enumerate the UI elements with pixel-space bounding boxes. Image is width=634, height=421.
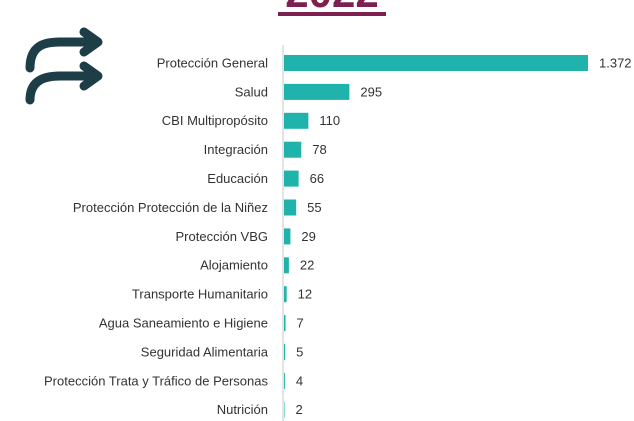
value-label: 29 xyxy=(301,229,315,244)
bar xyxy=(284,315,286,332)
category-label: Protección VBG xyxy=(176,229,269,244)
arrows-icon xyxy=(25,27,103,105)
value-label: 110 xyxy=(319,113,340,128)
bar xyxy=(284,372,285,389)
value-label: 55 xyxy=(307,200,321,215)
value-label: 4 xyxy=(296,373,303,388)
value-label: 1.372 xyxy=(599,55,632,70)
category-label: Seguridad Alimentaria xyxy=(141,344,269,359)
value-label: 2 xyxy=(295,402,302,417)
category-label: Integración xyxy=(204,142,268,157)
category-label: Alojamiento xyxy=(200,258,268,273)
bar xyxy=(284,170,299,187)
category-label: Transporte Humanitario xyxy=(132,287,268,302)
value-label: 7 xyxy=(297,316,304,331)
value-label: 12 xyxy=(298,287,312,302)
category-label: Salud xyxy=(235,84,268,99)
category-label: Protección Protección de la Niñez xyxy=(73,200,268,215)
category-label: Protección Trata y Tráfico de Personas xyxy=(44,373,268,388)
bar xyxy=(284,112,309,129)
title-underline xyxy=(278,12,386,16)
bar xyxy=(284,286,287,303)
value-label: 5 xyxy=(296,344,303,359)
bar xyxy=(284,55,588,71)
bar xyxy=(284,199,297,216)
category-label: CBI Multipropósito xyxy=(162,113,268,128)
category-label: Protección General xyxy=(157,55,268,70)
value-label: 22 xyxy=(300,258,314,273)
category-label: Nutrición xyxy=(217,402,268,417)
bar xyxy=(284,228,291,245)
bar xyxy=(284,141,302,158)
value-label: 66 xyxy=(310,171,324,186)
bar xyxy=(284,344,286,360)
bar xyxy=(284,83,350,100)
bar xyxy=(284,401,285,418)
bar xyxy=(284,257,289,274)
category-label: Agua Saneamiento e Higiene xyxy=(99,316,268,331)
category-label: Educación xyxy=(207,171,268,186)
value-label: 78 xyxy=(312,142,326,157)
value-label: 295 xyxy=(360,84,382,99)
